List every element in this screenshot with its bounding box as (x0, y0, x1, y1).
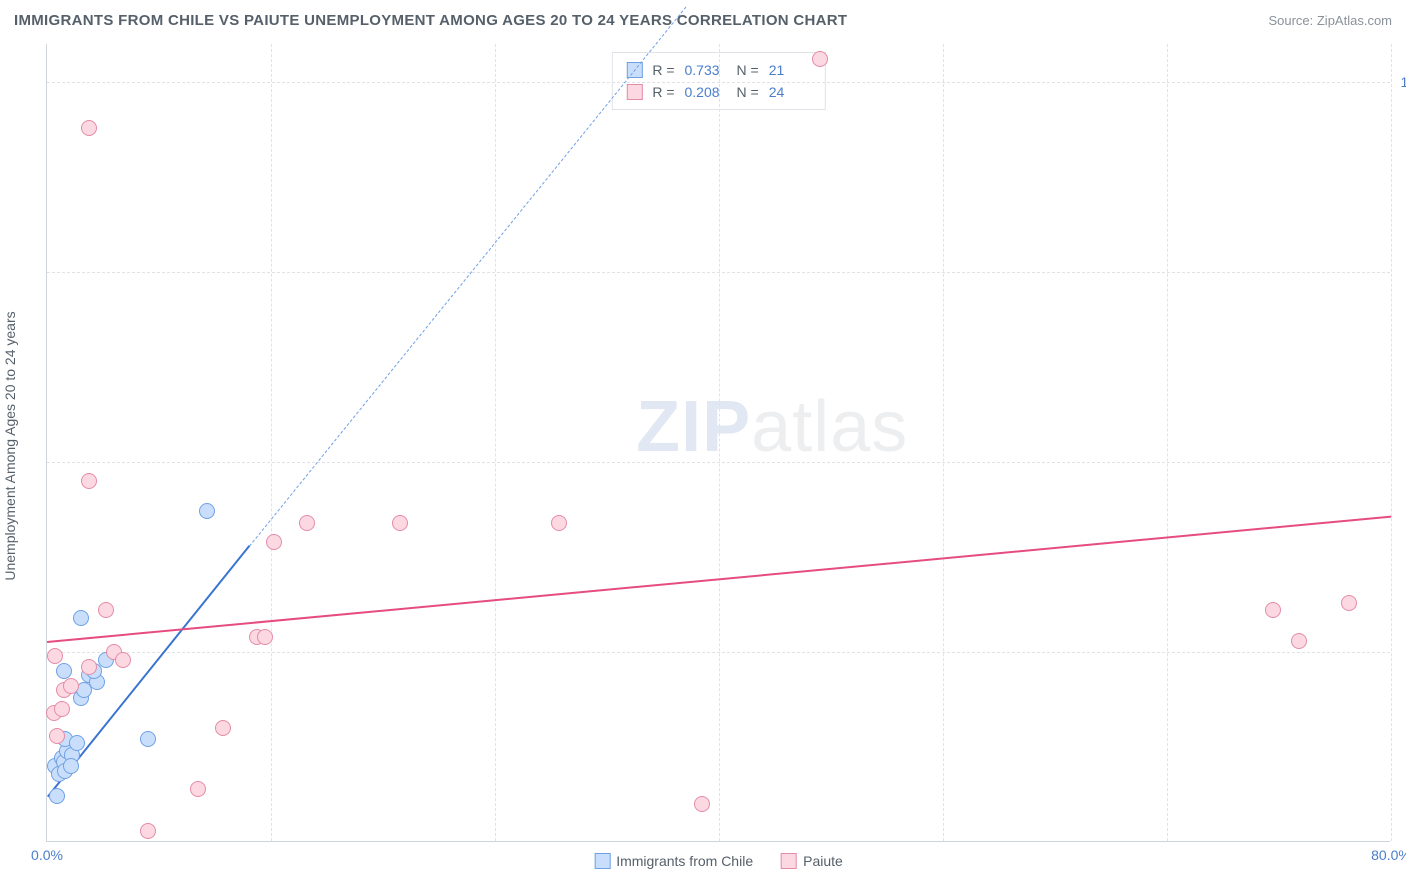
legend-item-chile: Immigrants from Chile (594, 853, 753, 869)
y-tick-label: 100.0% (1394, 74, 1406, 90)
gridline-v (271, 44, 272, 841)
data-point-paiute (694, 796, 710, 812)
data-point-paiute (98, 602, 114, 618)
gridline-v (1167, 44, 1168, 841)
trendline (249, 6, 687, 546)
data-point-paiute (190, 781, 206, 797)
data-point-paiute (115, 652, 131, 668)
gridline-v (719, 44, 720, 841)
data-point-paiute (54, 701, 70, 717)
scatter-plot: ZIPatlas R =0.733N =21R =0.208N =24 Immi… (46, 44, 1390, 842)
y-tick-label: 25.0% (1394, 644, 1406, 660)
legend-item-paiute: Paiute (781, 853, 843, 869)
data-point-paiute (81, 659, 97, 675)
data-point-paiute (140, 823, 156, 839)
title-bar: IMMIGRANTS FROM CHILE VS PAIUTE UNEMPLOY… (14, 12, 1392, 29)
data-point-chile (63, 758, 79, 774)
data-point-paiute (215, 720, 231, 736)
y-tick-label: 75.0% (1394, 264, 1406, 280)
data-point-paiute (257, 629, 273, 645)
x-tick-label: 0.0% (31, 847, 63, 863)
gridline-v (495, 44, 496, 841)
swatch-paiute (781, 853, 797, 869)
data-point-paiute (81, 473, 97, 489)
y-tick-label: 50.0% (1394, 454, 1406, 470)
data-point-paiute (392, 515, 408, 531)
watermark: ZIPatlas (636, 386, 908, 468)
data-point-paiute (63, 678, 79, 694)
data-point-chile (199, 503, 215, 519)
y-axis-label: Unemployment Among Ages 20 to 24 years (2, 311, 18, 580)
x-tick-label: 80.0% (1371, 847, 1406, 863)
data-point-paiute (266, 534, 282, 550)
series-legend: Immigrants from Chile Paiute (594, 853, 843, 869)
data-point-chile (56, 663, 72, 679)
data-point-paiute (1341, 595, 1357, 611)
data-point-paiute (1265, 602, 1281, 618)
data-point-paiute (551, 515, 567, 531)
gridline-v (943, 44, 944, 841)
source-label: Source: ZipAtlas.com (1268, 13, 1392, 28)
data-point-chile (140, 731, 156, 747)
gridline-v (1391, 44, 1392, 841)
swatch-chile (594, 853, 610, 869)
data-point-paiute (81, 120, 97, 136)
data-point-paiute (47, 648, 63, 664)
data-point-paiute (299, 515, 315, 531)
data-point-paiute (49, 728, 65, 744)
data-point-paiute (812, 51, 828, 67)
chart-title: IMMIGRANTS FROM CHILE VS PAIUTE UNEMPLOY… (14, 12, 847, 29)
data-point-chile (73, 610, 89, 626)
data-point-paiute (1291, 633, 1307, 649)
data-point-chile (69, 735, 85, 751)
data-point-chile (49, 788, 65, 804)
swatch-paiute (626, 84, 642, 100)
